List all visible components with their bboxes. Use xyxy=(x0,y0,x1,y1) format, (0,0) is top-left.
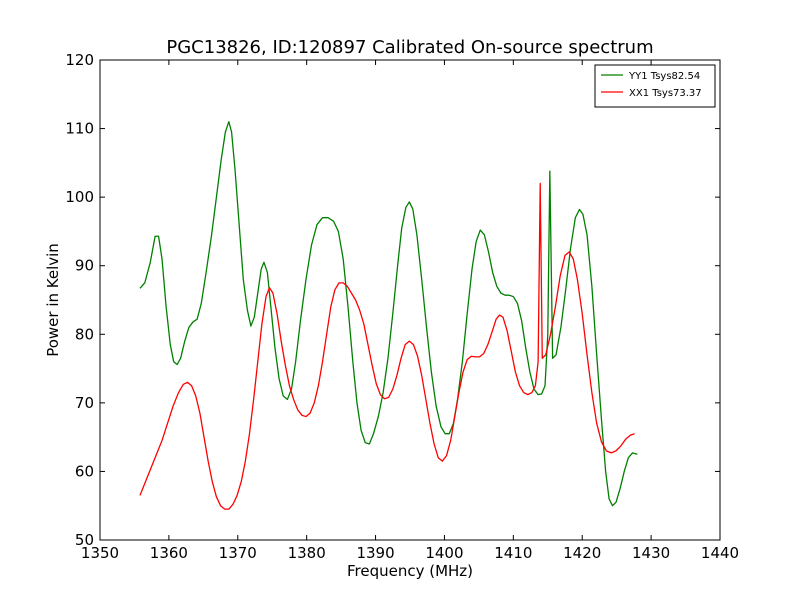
x-tick-label: 1410 xyxy=(494,544,532,562)
series-line-1 xyxy=(139,121,638,507)
x-tick-label: 1440 xyxy=(701,544,739,562)
x-tick-label: 1370 xyxy=(219,544,257,562)
y-tick-label: 50 xyxy=(75,531,94,549)
legend-box xyxy=(594,64,716,108)
y-tick-label: 120 xyxy=(65,51,94,69)
series-line-2 xyxy=(139,182,635,510)
y-axis: 50 60 70 80 90 100 110 120 xyxy=(65,51,720,549)
x-tick-label: 1430 xyxy=(632,544,670,562)
legend-label: XX1 Tsys73.37 xyxy=(629,88,702,99)
y-tick-label: 80 xyxy=(75,325,94,343)
x-tick-label: 1380 xyxy=(288,544,326,562)
y-tick-label: 60 xyxy=(75,462,94,480)
x-axis: 1350 1360 1370 1380 1390 1400 1410 1420 1430 1440 xyxy=(81,60,739,562)
y-tick-label: 110 xyxy=(65,120,94,138)
x-tick-label: 1420 xyxy=(563,544,601,562)
x-axis-label: Frequency (MHz) xyxy=(347,562,473,580)
y-axis-label: Power in Kelvin xyxy=(44,243,62,357)
x-tick-label: 1360 xyxy=(150,544,188,562)
legend-label: YY1 Tsys82.54 xyxy=(628,71,700,82)
y-tick-label: 70 xyxy=(75,394,94,412)
chart-title: PGC13826, ID:120897 Calibrated On-source… xyxy=(166,37,653,58)
y-tick-label: 100 xyxy=(65,188,94,206)
y-tick-label: 90 xyxy=(75,257,94,275)
plot-area-frame xyxy=(99,59,721,541)
x-tick-label: 1350 xyxy=(81,544,119,562)
x-tick-label: 1390 xyxy=(356,544,394,562)
series-layer xyxy=(139,121,638,510)
x-tick-label: 1400 xyxy=(425,544,463,562)
legend: YY1 Tsys82.54 XX1 Tsys73.37 xyxy=(594,64,716,108)
